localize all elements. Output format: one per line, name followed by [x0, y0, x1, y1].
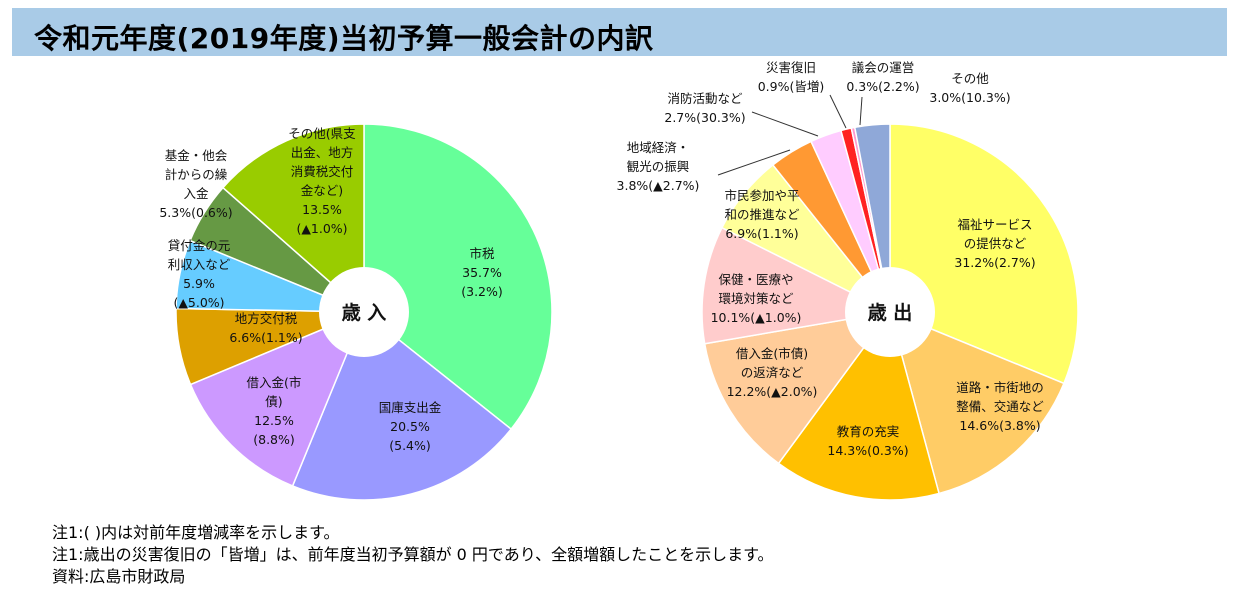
- slice-label--: その他 3.0%(10.3%): [929, 71, 1010, 105]
- slice-label--: その他(県支出金、地方消費税交付金など) 13.5% (▲1.0%): [288, 126, 356, 236]
- leader-line: [717, 149, 791, 176]
- page-title: 令和元年度(2019年度)当初予算一般会計の内訳: [34, 22, 654, 55]
- slice-label--: 借入金(市債)の返済など 12.2%(▲2.0%): [727, 346, 818, 399]
- slice-label--: 消防活動など 2.7%(30.3%): [664, 91, 745, 125]
- pie-slice--: [703, 310, 892, 465]
- pie-slice--: [853, 123, 891, 313]
- pie-slice--: [363, 123, 553, 431]
- revenue-pie-chart: 歳 入 市税 35.7% (3.2%) 国庫支出金 20.5% (5.4%) 借入金(市債) 1…: [159, 123, 553, 501]
- donut-hole: [845, 267, 935, 357]
- leader-line: [859, 96, 863, 126]
- center-label: 歳 出: [868, 301, 913, 324]
- title-bar: 令和元年度(2019年度)当初予算一般会計の内訳: [12, 8, 1227, 56]
- pie-slice--: [291, 310, 513, 501]
- slice-label--: 災害復旧 0.9%(皆増): [758, 60, 825, 94]
- note-line: 注1:歳出の災害復旧の「皆増」は、前年度当初予算額が 0 円であり、全額増額した…: [52, 545, 774, 564]
- pie-slice--: [889, 123, 1079, 385]
- slice-label--: 市民参加や平和の推進など 6.9%(1.1%): [724, 188, 800, 241]
- slice-label--: 道路・市街地の整備、交通など 14.6%(3.8%): [956, 380, 1044, 433]
- expense-pie-chart: 歳 出 福祉サービスの提供など 31.2%(2.7%) 道路・市街地の整備、交通など 1…: [617, 60, 1079, 501]
- slice-label--: 貸付金の元利収入など 5.9% (▲5.0%): [168, 238, 231, 310]
- slice-label--: 国庫支出金 20.5% (5.4%): [379, 400, 442, 453]
- slice-label--: 地域経済・観光の振興 3.8%(▲2.7%): [617, 140, 700, 193]
- slice-label--: 福祉サービスの提供など 31.2%(2.7%): [954, 217, 1035, 270]
- footnotes: 注1:( )内は対前年度増減率を示します。 注1:歳出の災害復旧の「皆増」は、前…: [52, 522, 774, 588]
- leader-line: [829, 94, 847, 129]
- leader-line: [751, 111, 819, 137]
- slice-label--: 保健・医療や環境対策など 10.1%(▲1.0%): [711, 272, 802, 325]
- slice-label--: 借入金(市債) 12.5% (8.8%): [247, 375, 302, 447]
- note-line: 注1:( )内は対前年度増減率を示します。: [52, 523, 340, 542]
- note-line: 資料:広島市財政局: [52, 567, 186, 586]
- pie-slice--: [701, 226, 893, 345]
- slice-label--: 市税 35.7% (3.2%): [461, 246, 503, 299]
- center-label: 歳 入: [342, 302, 387, 324]
- slice-label--: 地方交付税 6.6%(1.1%): [229, 311, 302, 345]
- slice-label--: 議会の運営 0.3%(2.2%): [846, 60, 919, 94]
- donut-hole: [319, 267, 409, 357]
- pie-slice--: [888, 310, 1065, 495]
- pie-slice--: [189, 310, 366, 487]
- pie-slice--: [777, 310, 940, 501]
- slice-label--: 教育の充実 14.3%(0.3%): [827, 424, 908, 458]
- slice-label--: 基金・他会計からの繰入金 5.3%(0.6%): [159, 148, 232, 220]
- pie-slice--: [221, 123, 365, 314]
